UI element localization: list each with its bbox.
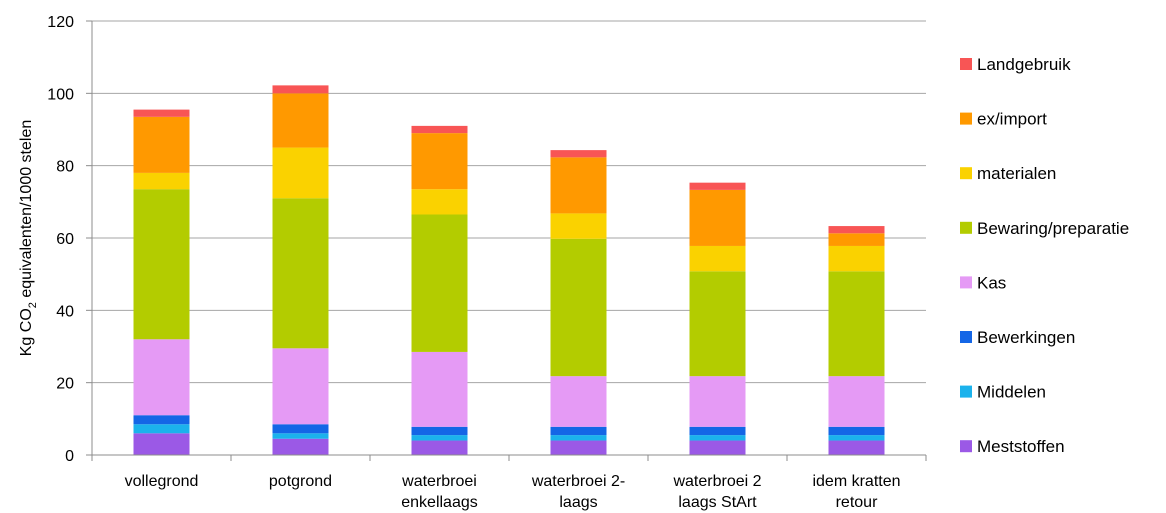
y-tick-label: 100	[47, 86, 74, 103]
legend-label: ex/import	[977, 110, 1047, 129]
y-axis-ticks: 0 20 40 60 80 100 120	[47, 14, 74, 465]
bar-segment	[550, 440, 607, 455]
axes	[86, 20, 927, 461]
bar-segment	[133, 433, 190, 455]
y-axis-label-subscript: 2	[27, 302, 39, 308]
bar-segment	[133, 415, 190, 425]
y-tick-label: 20	[56, 376, 74, 393]
x-category-label: idem kratten retour	[812, 473, 900, 511]
x-category-label: waterbroei enkellaags	[401, 473, 478, 511]
bar-segment	[133, 172, 190, 190]
bar-segment	[828, 376, 885, 427]
bar-segment	[411, 189, 468, 215]
legend-label: Bewaring/preparatie	[977, 219, 1129, 238]
bar-segment	[828, 233, 885, 246]
legend-label: Bewerkingen	[977, 328, 1075, 347]
x-category-label-line: laags StArt	[678, 494, 757, 511]
x-category-label-line: waterbroei 2	[672, 473, 761, 490]
bar-segment	[133, 116, 190, 173]
bar-segment	[133, 339, 190, 416]
bar-segment	[828, 435, 885, 441]
x-category-label: waterbroei 2 laags StArt	[672, 473, 761, 511]
x-category-label-line: potgrond	[269, 473, 332, 490]
x-category-label-line: waterbroei	[401, 473, 477, 490]
legend: Landgebruik ex/import materialen Bewaring/p…	[960, 55, 1129, 456]
bar-segment	[411, 125, 468, 134]
y-tick-label: 60	[56, 231, 74, 248]
legend-label: Landgebruik	[977, 55, 1071, 74]
bar-segment	[411, 435, 468, 441]
bar-segment	[133, 109, 190, 117]
y-tick-label: 40	[56, 303, 74, 320]
bar-segment	[689, 189, 746, 246]
x-axis-categories: vollegrond potgrond waterbroei enkellaagswa…	[125, 473, 901, 511]
legend-swatch	[960, 331, 972, 343]
legend-swatch	[960, 167, 972, 180]
x-category-label-line: vollegrond	[125, 473, 199, 490]
bar-segment	[828, 245, 885, 272]
bar-segment	[689, 435, 746, 441]
bar-segment	[550, 238, 607, 377]
bar-segment	[272, 348, 329, 425]
gridlines	[92, 20, 926, 384]
bar-segment	[550, 435, 607, 441]
bars	[133, 85, 885, 455]
x-category-label-line: retour	[836, 494, 878, 511]
y-axis-label-prefix: Kg CO	[18, 308, 35, 356]
legend-swatch	[960, 221, 972, 234]
bar-segment	[689, 182, 746, 190]
bar-segment	[272, 198, 329, 349]
y-axis-label: Kg CO2 equivalenten/1000 stelen	[18, 120, 39, 357]
bar-segment	[411, 214, 468, 352]
x-category-label: potgrond	[269, 473, 332, 490]
bar-segment	[272, 93, 329, 148]
bar-segment	[272, 438, 329, 455]
bar-segment	[550, 150, 607, 158]
bar-segment	[411, 440, 468, 455]
x-category-label-line: laags	[559, 494, 597, 511]
x-category-label-line: waterbroei 2-	[531, 473, 625, 490]
legend-swatch	[960, 112, 972, 125]
x-category-label: waterbroei 2- laags	[531, 473, 625, 511]
x-category-label: vollegrond	[125, 473, 199, 490]
bar-segment	[689, 376, 746, 427]
bar-segment	[689, 245, 746, 272]
bar-segment	[828, 271, 885, 377]
legend-label: Kas	[977, 273, 1006, 292]
x-category-label-line: enkellaags	[401, 494, 478, 511]
bar-segment	[550, 157, 607, 214]
legend-label: Meststoffen	[977, 437, 1065, 456]
y-axis-label-suffix: equivalenten/1000 stelen	[18, 120, 35, 302]
legend-swatch	[960, 58, 972, 70]
bar-segment	[411, 426, 468, 436]
bar-segment	[272, 85, 329, 94]
bar-segment	[689, 440, 746, 455]
bar-segment	[828, 226, 885, 234]
y-tick-label: 80	[56, 159, 74, 176]
bar-segment	[828, 440, 885, 455]
bar-segment	[272, 424, 329, 434]
bar-segment	[133, 189, 190, 340]
bar-segment	[689, 426, 746, 436]
legend-label: materialen	[977, 164, 1056, 183]
bar-segment	[689, 271, 746, 377]
bar-segment	[828, 426, 885, 436]
bar-segment	[411, 133, 468, 190]
bar-segment	[411, 351, 468, 427]
bar-segment	[550, 213, 607, 239]
legend-label: Middelen	[977, 383, 1046, 402]
legend-swatch	[960, 440, 972, 453]
bar-segment	[550, 376, 607, 427]
bar-segment	[272, 433, 329, 439]
x-category-label-line: idem kratten	[812, 473, 900, 490]
legend-swatch	[960, 276, 972, 289]
y-tick-label: 0	[65, 448, 74, 465]
bar-segment	[550, 426, 607, 436]
bar-segment	[133, 424, 190, 434]
bar-segment	[272, 147, 329, 199]
y-tick-label: 120	[47, 14, 74, 31]
legend-swatch	[960, 385, 972, 398]
